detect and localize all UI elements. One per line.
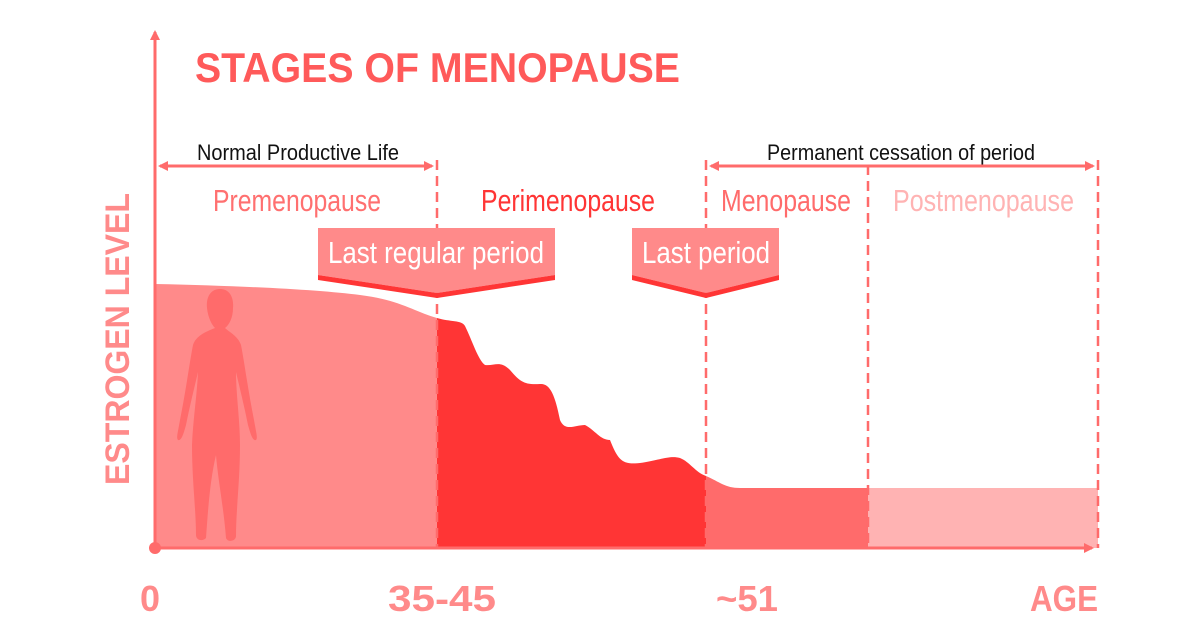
menopause-area bbox=[706, 476, 868, 548]
postmenopause-area bbox=[868, 488, 1098, 548]
x-axis-label: AGE bbox=[1030, 578, 1098, 619]
normal-productive-life-label: Normal Productive Life bbox=[197, 140, 399, 165]
x-tick-35-45: 35-45 bbox=[388, 578, 496, 619]
x-tick-0: 0 bbox=[140, 578, 160, 619]
y-axis-label: ESTROGEN LEVEL bbox=[99, 193, 137, 485]
stage-menopause: Menopause bbox=[721, 183, 851, 218]
permanent-cessation-label: Permanent cessation of period bbox=[767, 140, 1035, 165]
perimenopause-area bbox=[437, 318, 706, 548]
stage-perimenopause: Perimenopause bbox=[481, 183, 655, 218]
stage-postmenopause: Postmenopause bbox=[893, 183, 1074, 218]
last-period-label: Last period bbox=[642, 235, 770, 270]
page-title: STAGES OF MENOPAUSE bbox=[195, 44, 680, 91]
last-period-marker: Last period bbox=[632, 228, 779, 298]
woman-silhouette bbox=[177, 289, 257, 541]
last-regular-period-marker: Last regular period bbox=[318, 228, 555, 298]
last-regular-period-label: Last regular period bbox=[328, 235, 544, 270]
origin-dot bbox=[149, 542, 161, 554]
x-tick-51: ~51 bbox=[716, 578, 778, 619]
stage-dividers bbox=[435, 160, 1100, 548]
stage-premenopause: Premenopause bbox=[213, 183, 381, 218]
